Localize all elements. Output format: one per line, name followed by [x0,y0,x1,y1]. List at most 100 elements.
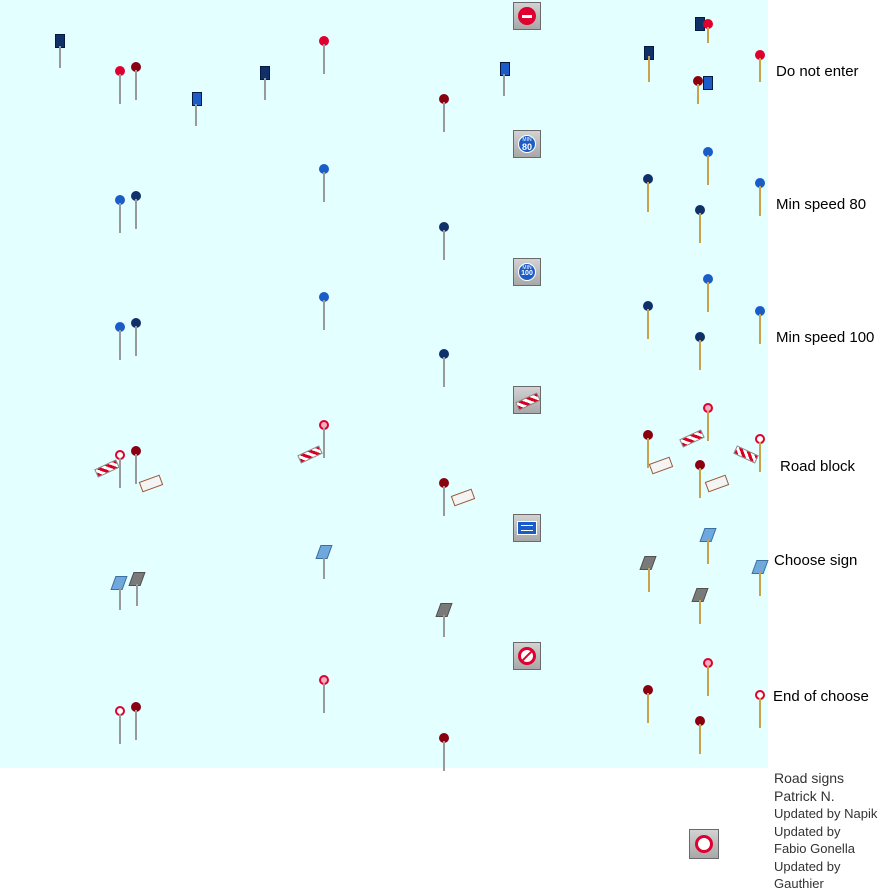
end-of-choose-back-sprite [643,685,653,725]
sign-back-icon [643,174,653,184]
label-end-of-choose: End of choose [773,688,869,705]
end-of-choose-back-sprite [695,716,705,756]
wood-pole [707,540,709,564]
road-block-sign-sprite [319,420,329,460]
sign-pole [503,74,505,96]
min-speed-back-sprite [131,191,141,231]
road-block-back-sprite [131,446,141,486]
sign-pole [119,588,121,610]
do-not-enter-back-sprite [693,76,703,116]
road-block-back-sprite [695,460,705,500]
min-speed-80-menu-icon[interactable]: MIN 80 [513,130,541,158]
road-block-back-sprite [643,430,653,470]
one-way-sign-sprite [192,92,202,106]
road-block-sign-sprite [755,434,765,474]
min80-num-text: 80 [521,142,532,152]
do-not-enter-sign-sprite [703,19,713,59]
road-fence-sprite [450,488,476,507]
do-not-enter-back-sprite [131,62,141,102]
road-barrier-sprite [733,445,759,464]
sign-pole [443,615,445,637]
min-speed-100-sign-sprite [319,292,329,332]
sign-back-icon [693,76,703,86]
min-speed-back-sprite [439,349,449,389]
sign-back-icon [439,94,449,104]
end-of-choose-sign-sprite [703,658,713,698]
min-speed-80-icon [703,147,713,157]
sign-back-icon [439,733,449,743]
do-not-enter-sign-sprite [115,66,125,106]
end-of-choose-sign-sprite [115,706,125,746]
min-speed-100-icon [115,322,125,332]
min-speed-100-icon [319,292,329,302]
choose-sign-menu-icon[interactable] [513,514,541,542]
min-speed-back-sprite [695,332,705,372]
road-barrier-sprite [297,445,323,464]
label-min-speed-80: Min speed 80 [776,196,867,213]
min-speed-80-icon [115,195,125,205]
end-of-choose-sign-sprite [755,690,765,730]
one-way-sign-sprite [703,76,713,90]
label-choose-sign: Choose sign [774,552,858,569]
sign-back-icon [643,430,653,440]
min-speed-back-sprite [643,174,653,214]
road-fence-sprite [138,474,164,493]
road-block-sign-sprite [115,450,125,490]
min-speed-80-icon [319,164,329,174]
sign-back-icon [439,222,449,232]
label-road-block: Road block [780,458,856,475]
end-of-choose-menu-icon[interactable] [513,642,541,670]
sign-back-icon [131,191,141,201]
road-fence-sprite [648,456,674,475]
label-do-not-enter: Do not enter [776,63,859,80]
credits-line: Gauthier [774,876,824,891]
min100-top-text: MIN [522,265,532,271]
sign-back-icon [131,702,141,712]
do-not-enter-menu-icon[interactable] [513,2,541,30]
credits: Road signs Patrick N. Updated by Napik U… [774,770,896,893]
sign-pole [264,78,266,100]
road-sign-menu-icon[interactable] [689,829,719,859]
wood-pole [648,568,650,592]
sign-back-icon [439,478,449,488]
min-speed-100-sign-sprite [755,306,765,346]
sign-back-icon [643,685,653,695]
min-speed-80-sign-sprite [703,147,713,187]
min-speed-100-icon [755,306,765,316]
sign-back-icon [695,460,705,470]
end-of-choose-back-sprite [439,733,449,773]
road-fence-sprite [704,474,730,493]
sign-back-icon [131,62,141,72]
min-speed-back-sprite [439,222,449,262]
label-min-speed-100: Min speed 100 [776,329,875,346]
sign-pole [59,46,61,68]
road-barrier-sprite [679,429,705,448]
sign-back-icon [439,349,449,359]
do-not-enter-sign-sprite [755,50,765,90]
one-way-sign-sprite [500,62,510,76]
road-block-menu-icon[interactable] [513,386,541,414]
no-entry-icon [115,66,125,76]
road-block-sign-sprite [703,403,713,443]
credits-line: Updated by [774,858,841,874]
credits-line: Updated by [774,823,841,839]
sign-back-icon [643,301,653,311]
min-speed-back-sprite [695,205,705,245]
end-of-choose-back-sprite [131,702,141,742]
sign-back-icon [695,332,705,342]
do-not-enter-back-sprite [439,94,449,134]
no-entry-icon [703,19,713,29]
credits-line: Fabio Gonella [774,841,855,856]
sign-back-icon [695,205,705,215]
min-speed-100-menu-icon[interactable]: MIN 100 [513,258,541,286]
wood-pole [648,56,650,82]
credits-line: Road signs [774,770,845,786]
do-not-enter-sign-sprite [319,36,329,76]
end-of-choose-sign-sprite [319,675,329,715]
min-speed-100-sign-sprite [115,322,125,362]
sign-pole [323,557,325,579]
min-speed-80-sign-sprite [115,195,125,235]
min80-top-text: MIN [522,137,532,143]
min-speed-80-icon [755,178,765,188]
sign-back-icon [695,716,705,726]
